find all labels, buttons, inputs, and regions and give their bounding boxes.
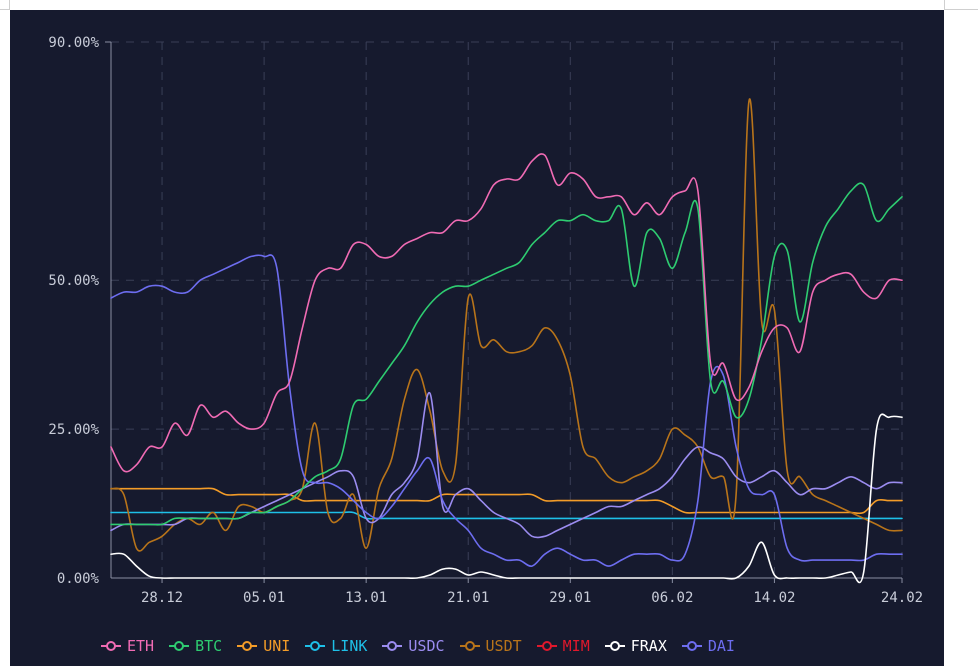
legend-line-marker-icon [305, 641, 326, 651]
window-corner-left [0, 0, 10, 10]
legend-item-usdt[interactable]: USDT [459, 637, 522, 655]
legend-line-marker-icon [604, 641, 625, 651]
legend-label: USDC [408, 637, 445, 655]
legend-label: LINK [331, 637, 368, 655]
legend-item-btc[interactable]: BTC [168, 637, 222, 655]
tick-labels: 0.00% 25.00% 50.00% 90.00% 28.12 05.01 13.01 21… [48, 35, 923, 606]
legend-item-dai[interactable]: DAI [681, 637, 735, 655]
chart-legend: ETH BTC UNI LINK USDC USDT MIM FRAX DAI [100, 637, 749, 655]
legend-label: USDT [485, 637, 522, 655]
x-tick-label: 21.01 [447, 590, 489, 606]
x-tick-label: 06.02 [651, 590, 693, 606]
axes [105, 41, 903, 583]
legend-item-eth[interactable]: ETH [100, 637, 154, 655]
y-tick-label: 90.00% [48, 35, 99, 51]
legend-line-marker-icon [681, 641, 702, 651]
legend-line-marker-icon [459, 641, 480, 651]
legend-item-mim[interactable]: MIM [536, 637, 590, 655]
line-chart: 0.00% 25.00% 50.00% 90.00% 28.12 05.01 13.01 21… [48, 35, 923, 606]
window-corner-right [944, 0, 978, 10]
legend-item-uni[interactable]: UNI [236, 637, 290, 655]
x-tick-label: 28.12 [141, 590, 183, 606]
legend-label: FRAX [630, 637, 667, 655]
series-layer [110, 98, 903, 584]
x-tick-label: 05.01 [243, 590, 285, 606]
legend-item-usdc[interactable]: USDC [381, 637, 445, 655]
series-line-uni [110, 487, 903, 515]
legend-line-marker-icon [536, 641, 557, 651]
y-tick-label: 50.00% [48, 273, 99, 289]
legend-line-marker-icon [237, 641, 258, 651]
legend-line-marker-icon [382, 641, 403, 651]
x-tick-label: 13.01 [345, 590, 387, 606]
series-line-usdt [110, 98, 903, 552]
series-line-eth [110, 153, 903, 473]
legend-line-marker-icon [101, 641, 121, 651]
legend-label: ETH [127, 637, 155, 655]
legend-item-frax[interactable]: FRAX [604, 637, 667, 655]
series-line-btc [110, 182, 903, 526]
legend-line-marker-icon [169, 641, 190, 651]
x-tick-label: 14.02 [753, 590, 795, 606]
y-tick-label: 0.00% [57, 571, 100, 587]
y-tick-label: 25.00% [48, 422, 99, 438]
chart-card: 0.00% 25.00% 50.00% 90.00% 28.12 05.01 13.01 21… [10, 10, 944, 666]
series-line-dai [110, 254, 903, 567]
legend-item-link[interactable]: LINK [304, 637, 367, 655]
x-tick-label: 29.01 [549, 590, 591, 606]
legend-label: DAI [707, 637, 735, 655]
series-line-frax [110, 413, 903, 584]
legend-label: UNI [263, 637, 291, 655]
legend-label: MIM [562, 637, 590, 655]
legend-label: BTC [195, 637, 223, 655]
x-tick-label: 24.02 [881, 590, 923, 606]
grid-lines [111, 41, 903, 579]
